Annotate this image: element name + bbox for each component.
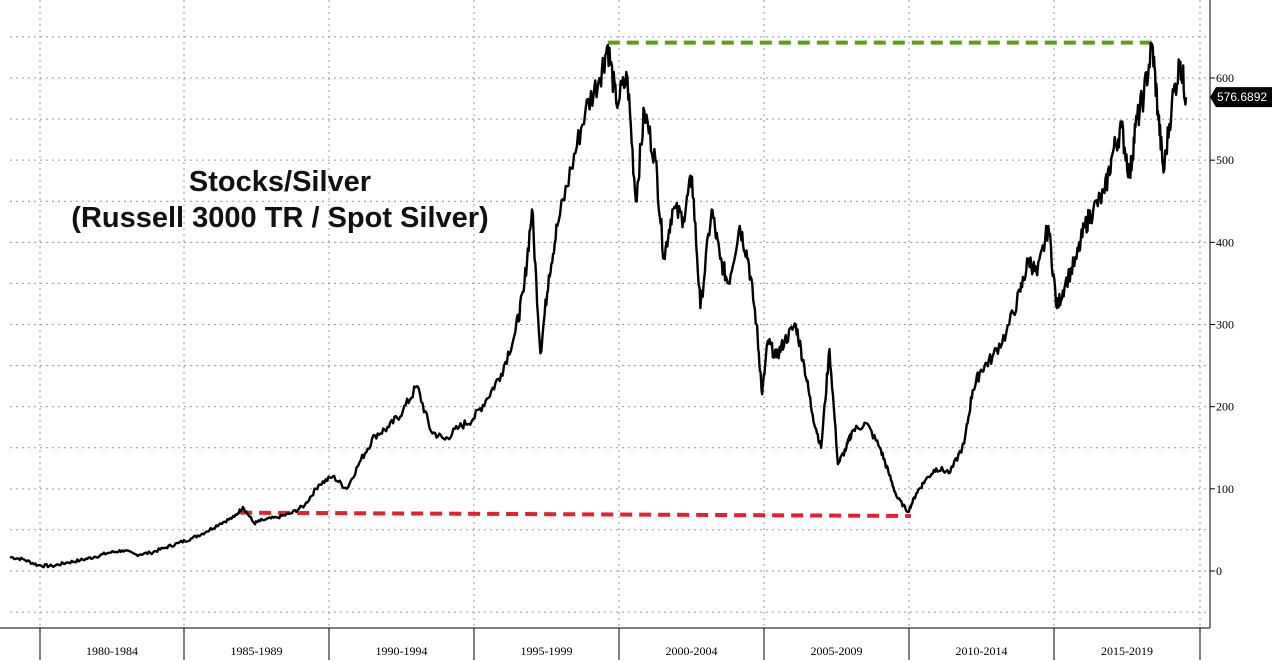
y-tick-label: 500 bbox=[1216, 153, 1234, 167]
y-tick-label: 300 bbox=[1216, 318, 1234, 332]
chart-subtitle: (Russell 3000 TR / Spot Silver) bbox=[71, 202, 489, 234]
x-tick-label: 2000-2004 bbox=[666, 644, 718, 658]
y-tick-label: 100 bbox=[1216, 482, 1234, 496]
x-tick-label: 1985-1989 bbox=[231, 644, 283, 658]
x-tick-label: 1995-1999 bbox=[521, 644, 573, 658]
chart-title: Stocks/Silver bbox=[188, 166, 372, 198]
tick-labels: 0 100 200 300 400 500 600 1980-1984 1985-1989 199… bbox=[86, 71, 1234, 658]
last-value-badge: 576.6892 bbox=[1210, 87, 1272, 108]
last-value-label: 576.6892 bbox=[1217, 90, 1267, 104]
grid bbox=[10, 0, 1210, 628]
series bbox=[9, 42, 1188, 569]
x-tick-label: 1990-1994 bbox=[376, 644, 428, 658]
y-tick-label: 600 bbox=[1216, 71, 1234, 85]
x-tick-label: 1980-1984 bbox=[86, 644, 138, 658]
x-tick-label: 2005-2009 bbox=[811, 644, 863, 658]
annotations bbox=[240, 40, 1153, 518]
y-tick-label: 200 bbox=[1216, 400, 1234, 414]
last-value-box bbox=[1210, 87, 1272, 108]
series-line bbox=[9, 42, 1188, 569]
y-tick-label: 400 bbox=[1216, 235, 1234, 249]
axes bbox=[0, 0, 1215, 660]
x-tick-label: 2010-2014 bbox=[956, 644, 1008, 658]
red-dashed-line bbox=[240, 510, 911, 518]
y-tick-label: 0 bbox=[1216, 564, 1222, 578]
x-tick-label: 2015-2019 bbox=[1101, 644, 1153, 658]
